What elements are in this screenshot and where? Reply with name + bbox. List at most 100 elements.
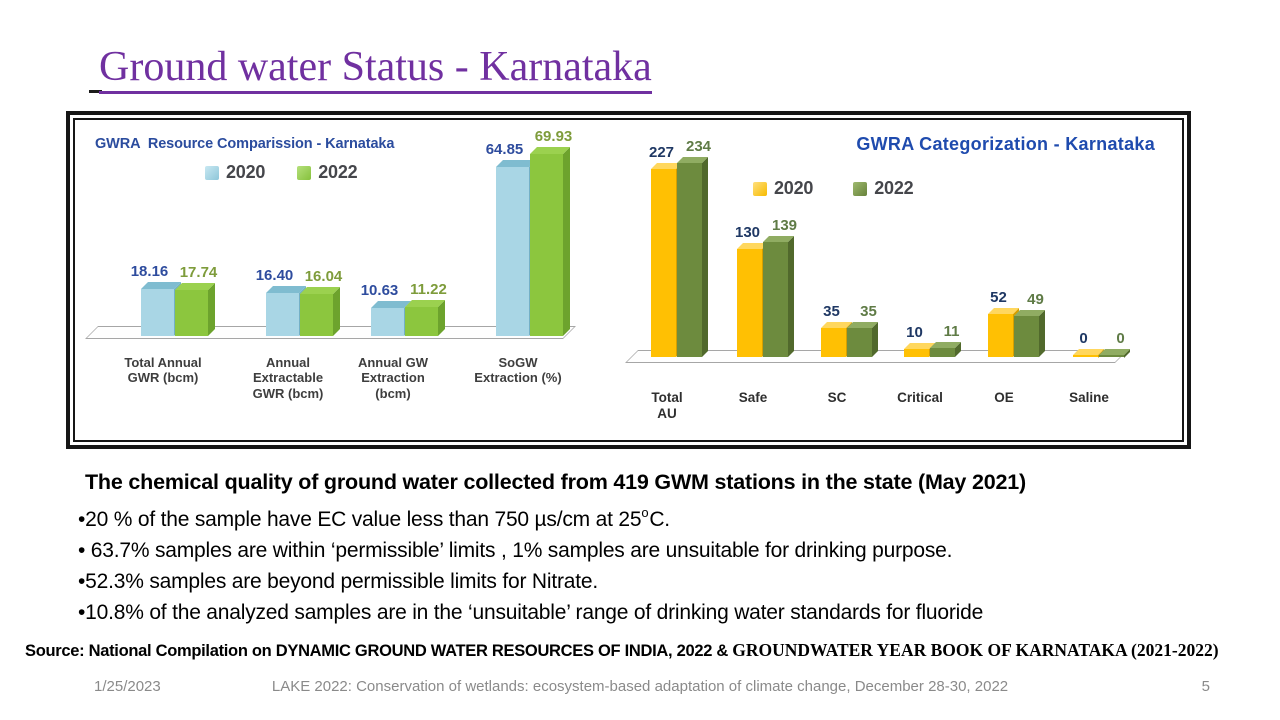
category-label: Total AU (651, 390, 683, 421)
bar-2022 (300, 294, 333, 336)
legend-swatch (753, 181, 767, 196)
bar-2022 (175, 289, 208, 336)
category-label: Safe (738, 390, 768, 405)
bullet-item: •52.3% samples are beyond permissible li… (78, 566, 1208, 597)
category-label: OE (994, 390, 1014, 405)
bar-value-label: 10.63 (360, 282, 399, 300)
bar-value-label: 16.04 (304, 268, 343, 286)
bullet-item: •20 % of the sample have EC value less t… (78, 498, 1208, 535)
body-text-block: The chemical quality of ground water col… (78, 467, 1208, 628)
category-label: SC (827, 390, 847, 405)
bar-2020 (266, 293, 299, 336)
bar-value-label: 17.74 (179, 263, 218, 281)
legend-item: 2020 (753, 178, 813, 199)
legend-label: 2022 (874, 178, 914, 198)
bar-2022 (1014, 316, 1039, 357)
bar-2022 (677, 162, 702, 357)
bullet-item: •10.8% of the analyzed samples are in th… (78, 597, 1208, 628)
legend-label: 2020 (226, 162, 266, 182)
bar-value-label: 227 (648, 143, 675, 161)
chart-title: GWRA Resource Comparission - Karnataka (95, 136, 395, 152)
bar-2020 (904, 348, 929, 357)
bar-2020 (371, 308, 404, 336)
bar-2022 (930, 347, 955, 357)
category-label: Saline (1069, 390, 1109, 405)
page-title-text: Ground water Status - Karnataka (99, 44, 652, 94)
bar-value-label: 35 (860, 302, 877, 320)
bar-2020 (651, 168, 676, 357)
bar-value-label: 11.22 (410, 280, 447, 298)
chart-gwra-categorization: GWRA Categorization - Karnataka 2020 2022 2… (615, 126, 1169, 436)
legend-item: 2022 (853, 178, 914, 199)
bar-2020 (737, 249, 762, 357)
bar-2020 (496, 167, 529, 336)
bar-value-label: 139 (771, 216, 798, 234)
superscript-degree: o (641, 505, 649, 520)
chart-title: GWRA Categorization - Karnataka (856, 134, 1155, 154)
bar-value-label: 16.40 (255, 267, 294, 285)
bar-top-face (175, 282, 215, 290)
bullet-item: • 63.7% samples are within ‘permissible’… (78, 535, 1208, 566)
chart-legend: 2020 2022 (205, 162, 358, 183)
bar-2022 (530, 154, 563, 336)
bullet-text: •20 % of the sample have EC value less t… (78, 508, 642, 531)
bar-2022 (405, 306, 438, 336)
body-heading: The chemical quality of ground water col… (85, 470, 1026, 494)
bar-side-face (208, 282, 215, 336)
slide-number: 5 (1201, 678, 1210, 695)
bar-value-label: 130 (734, 224, 761, 242)
bullet-text: • 63.7% samples are within ‘permissible’… (78, 539, 953, 562)
chart-legend: 2020 2022 (753, 178, 914, 199)
bar-top-face (141, 281, 181, 289)
bar-2020 (141, 288, 174, 336)
bullet-text: •10.8% of the analyzed samples are in th… (78, 601, 984, 624)
charts-panel: GWRA Resource Comparission - Karnataka 20… (73, 118, 1184, 442)
bar-top-face (405, 299, 445, 307)
bar-side-face (563, 147, 570, 336)
bar-value-label: 69.93 (534, 128, 573, 146)
bar-value-label: 0 (1079, 329, 1088, 347)
legend-item: 2020 (205, 162, 265, 183)
category-label: Annual GW Extraction (bcm) (357, 355, 429, 401)
legend-label: 2020 (774, 178, 814, 198)
legend-label: 2022 (318, 162, 358, 182)
title-leading-underscore (89, 90, 102, 93)
bar-value-label: 64.85 (485, 141, 524, 159)
bar-2022 (763, 241, 788, 357)
bar-side-face (788, 235, 794, 357)
bar-value-label: 11 (943, 322, 960, 340)
bar-2022 (1099, 354, 1124, 357)
bar-value-label: 35 (823, 302, 840, 320)
bar-value-label: 49 (1027, 291, 1044, 309)
bar-side-face (872, 321, 878, 357)
source-line: Source: National Compilation on DYNAMIC … (25, 640, 1267, 661)
legend-item: 2022 (297, 162, 358, 183)
category-label: Total Annual GWR (bcm) (124, 355, 202, 386)
legend-swatch (205, 165, 219, 180)
legend-swatch (853, 181, 868, 196)
category-label: SoGW Extraction (%) (474, 355, 562, 386)
bullet-list: •20 % of the sample have EC value less t… (78, 498, 1208, 628)
bar-value-label: 0 (1116, 329, 1125, 347)
source-text-serif: GROUNDWATER YEAR BOOK OF KARNATAKA (2021… (732, 640, 1219, 660)
source-text-sans: Source: National Compilation on DYNAMIC … (25, 642, 733, 660)
bullet-text-tail: C. (649, 508, 670, 531)
bar-2020 (821, 327, 846, 357)
chart-gwra-resource-comparison: GWRA Resource Comparission - Karnataka 20… (83, 126, 603, 436)
bar-value-label: 10 (906, 323, 923, 341)
legend-swatch (297, 165, 312, 180)
bar-value-label: 18.16 (130, 262, 169, 280)
bar-side-face (1039, 310, 1045, 357)
footer: 1/25/2023 LAKE 2022: Conservation of wet… (0, 678, 1280, 700)
bar-2020 (988, 313, 1013, 357)
charts-panel-frame: GWRA Resource Comparission - Karnataka 20… (66, 111, 1191, 449)
bar-2022 (847, 327, 872, 357)
bullet-text: •52.3% samples are beyond permissible li… (78, 570, 598, 593)
category-label: Critical (897, 390, 943, 405)
bar-value-label: 52 (990, 288, 1007, 306)
bar-value-label: 234 (685, 137, 712, 155)
category-label: Annual Extractable GWR (bcm) (252, 355, 324, 401)
footer-conference-title: LAKE 2022: Conservation of wetlands: eco… (271, 678, 1009, 695)
footer-date: 1/25/2023 (94, 678, 161, 695)
bar-side-face (333, 287, 340, 336)
